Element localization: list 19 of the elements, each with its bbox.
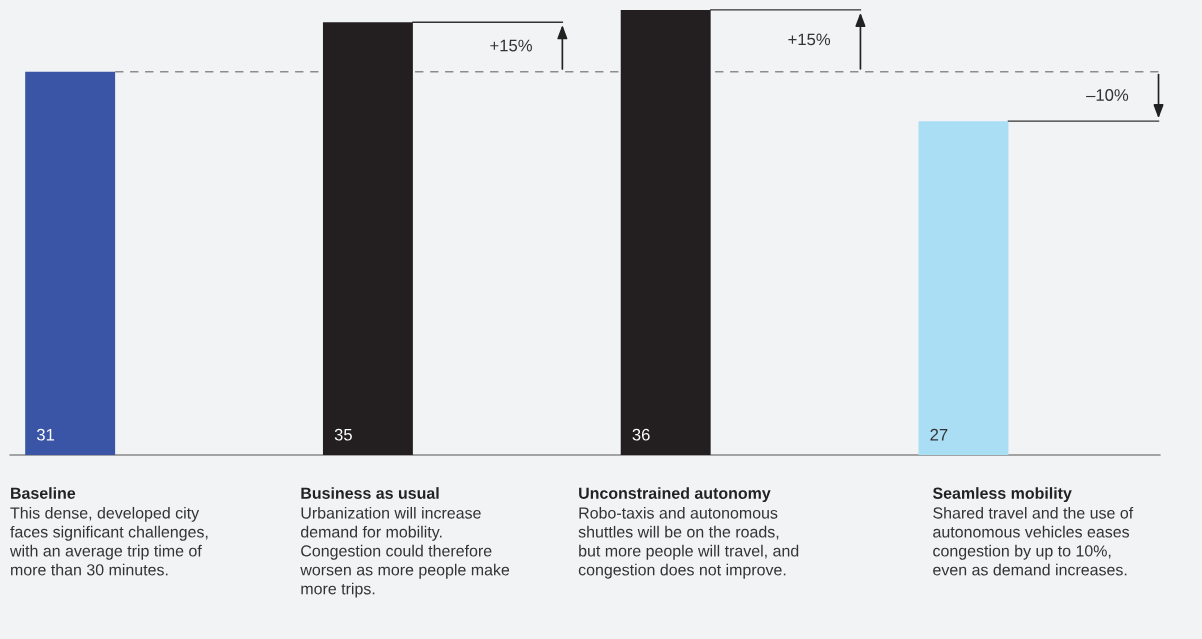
x-tick-label: Business as usual: [301, 487, 439, 499]
bar: [25, 71, 116, 455]
data-label: 36: [632, 428, 650, 441]
text: This dense, developed city faces significant challenges, with an average trip time of more than 30 minutes.: [9, 506, 208, 576]
annotation: +15%: [788, 33, 831, 46]
data-label: 35: [334, 428, 352, 441]
x-tick-label: Baseline: [11, 487, 76, 499]
text: Urbanization will increase demand for mobility. Congestion could therefore worsen as more people make more trips.: [300, 506, 510, 598]
bar: [620, 9, 711, 455]
bar: [918, 121, 1009, 455]
annotation: +15%: [490, 39, 532, 52]
bar: [322, 22, 413, 455]
text: Shared travel and the use of autonomous vehicles eases congestion by up to 10%, even as demand increases.: [933, 506, 1134, 576]
data-label: 27: [930, 428, 948, 441]
x-tick-label: Seamless mobility: [932, 487, 1072, 503]
data-label: 31: [36, 428, 55, 441]
text: Robo-taxis and autonomous shuttles will be on the roads, but more people will travel, and congestion does not improve.: [578, 506, 799, 579]
x-tick-label: Unconstrained autonomy: [579, 487, 771, 503]
annotation: –10%: [1086, 89, 1129, 101]
